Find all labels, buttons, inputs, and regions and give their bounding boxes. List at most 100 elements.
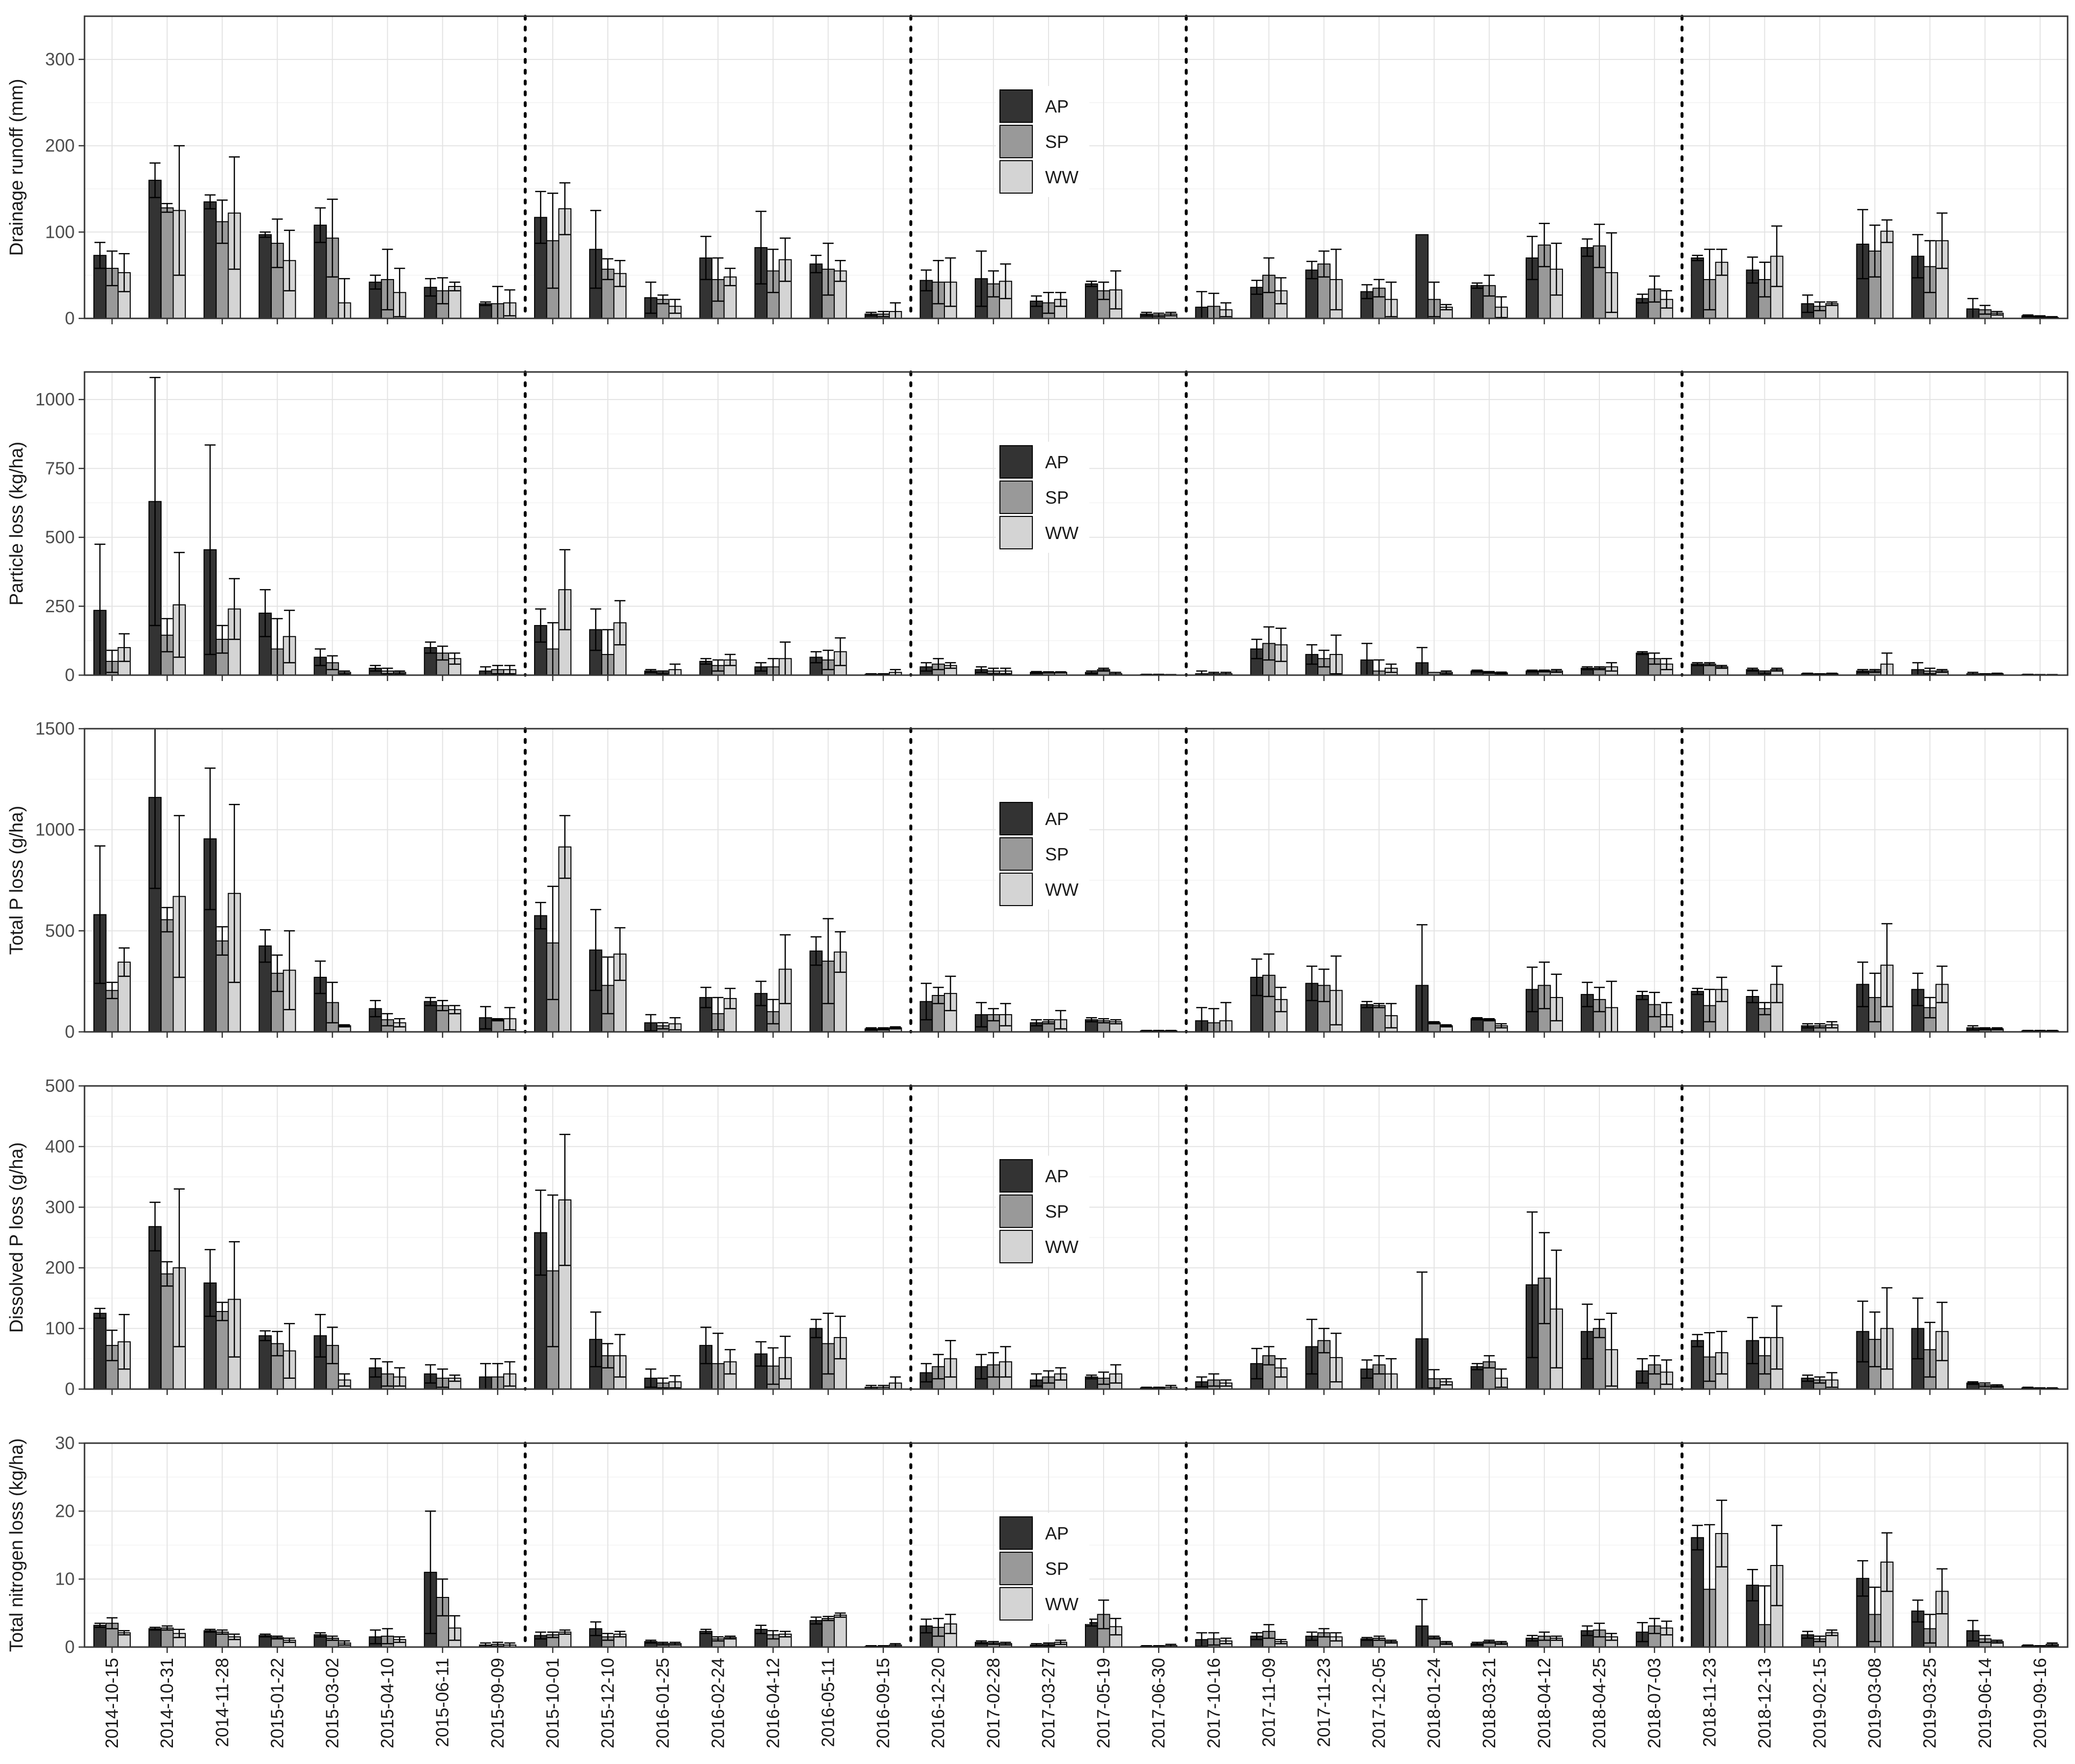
- x-tick-label: 2019-03-25: [1920, 1658, 1940, 1748]
- bar-ap-2018-11-23: [1691, 991, 1704, 1032]
- x-tick-label: 2018-07-03: [1644, 1658, 1664, 1748]
- bar-ap-2018-07-03: [1636, 995, 1649, 1032]
- bar-sp-2014-10-31: [160, 207, 174, 319]
- y-tick-label: 0: [65, 665, 75, 685]
- bar-ww-2015-06-11: [448, 285, 461, 319]
- legend-key-sp: [999, 837, 1033, 871]
- x-tick-label: 2018-04-25: [1589, 1658, 1609, 1748]
- y-tick-label: 500: [45, 1076, 75, 1096]
- panel-4: 0 100 200 300 400 500 Dissolved P loss (g/ha) A…: [6, 1076, 2069, 1399]
- y-tick-label: 1000: [35, 820, 75, 840]
- bar-ap-2014-10-31: [148, 1628, 162, 1648]
- y-tick-label: 500: [45, 527, 75, 547]
- y-axis-label: Total P loss (g/ha): [6, 806, 27, 955]
- x-tick-label: 2018-01-24: [1424, 1658, 1444, 1748]
- bar-ap-2018-07-03: [1636, 653, 1649, 676]
- legend-label-ap: AP: [1045, 452, 1069, 472]
- y-tick-label: 0: [65, 1637, 75, 1657]
- bar-sp-2015-06-11: [436, 290, 450, 319]
- x-tick-label: 2019-06-14: [1975, 1658, 1995, 1748]
- legend-label-ww: WW: [1045, 167, 1079, 187]
- legend-label-ap: AP: [1045, 1166, 1069, 1186]
- bar-ww-2015-10-01: [558, 1199, 571, 1390]
- x-tick-label: 2015-09-09: [487, 1658, 508, 1748]
- legend-key-sp: [999, 125, 1033, 158]
- legend-key-ap: [999, 1159, 1033, 1193]
- bar-ww-2019-03-08: [1880, 230, 1894, 319]
- legend-key-ap: [999, 1516, 1033, 1550]
- bar-ap-2018-11-23: [1691, 1537, 1704, 1648]
- y-tick-label: 1500: [35, 718, 75, 739]
- bar-ap-2014-10-15: [93, 1312, 107, 1390]
- legend-key-sp: [999, 481, 1033, 514]
- legend-label-ap: AP: [1045, 96, 1069, 116]
- x-tick-label: 2017-06-30: [1148, 1658, 1168, 1748]
- y-axis-label: Particle loss (kg/ha): [6, 442, 27, 606]
- panel-3: 0 500 1000 1500 Total P loss (g/ha) AP SP WW: [6, 718, 2069, 1042]
- bar-ap-2015-01-22: [258, 234, 272, 319]
- legend-label-ww: WW: [1045, 523, 1079, 543]
- x-tick-label: 2015-03-02: [322, 1658, 342, 1748]
- x-tick-label: 2017-11-23: [1314, 1658, 1334, 1747]
- x-tick-label: 2018-04-12: [1534, 1658, 1554, 1748]
- x-tick-label: 2018-03-21: [1479, 1658, 1499, 1748]
- legend-key-sp: [999, 1195, 1033, 1228]
- bar-ap-2015-10-01: [534, 915, 547, 1032]
- legend-key-ww: [999, 160, 1033, 194]
- x-tick-label: 2017-12-05: [1369, 1658, 1389, 1748]
- legend: AP SP WW: [996, 1156, 1089, 1267]
- y-tick-label: 0: [65, 1022, 75, 1042]
- bar-ap-2017-05-19: [1085, 283, 1098, 319]
- bar-sp-2017-12-05: [1372, 1005, 1386, 1032]
- y-tick-label: 0: [65, 1379, 75, 1399]
- bar-sp-2014-11-28: [215, 1311, 229, 1390]
- x-tick-label: 2017-11-09: [1258, 1658, 1279, 1747]
- x-tick-label: 2019-03-08: [1865, 1658, 1885, 1748]
- legend: AP SP WW: [996, 442, 1089, 553]
- legend-key-ap: [999, 802, 1033, 835]
- bar-sp-2014-10-31: [160, 919, 174, 1032]
- bar-ww-2016-05-11: [833, 1614, 847, 1648]
- x-tick-label: 2015-06-11: [432, 1658, 453, 1747]
- bar-ap-2017-12-05: [1360, 1004, 1374, 1032]
- legend-label-ww: WW: [1045, 880, 1079, 900]
- legend-label-sp: SP: [1045, 1559, 1069, 1579]
- panel-2: 0 250 500 750 1000 Particle loss (kg/ha) AP SP W…: [6, 370, 2069, 685]
- legend-label-sp: SP: [1045, 844, 1069, 864]
- y-tick-label: 750: [45, 458, 75, 478]
- y-axis-label: Dissolved P loss (g/ha): [6, 1142, 27, 1333]
- panel-border: [84, 728, 2069, 1033]
- bar-sp-2016-05-11: [822, 1618, 835, 1648]
- y-tick-label: 200: [45, 1257, 75, 1278]
- y-tick-label: 100: [45, 1318, 75, 1338]
- x-tick-label: 2017-10-16: [1203, 1658, 1223, 1748]
- legend-key-ap: [999, 89, 1033, 123]
- legend-label-ap: AP: [1045, 809, 1069, 829]
- x-tick-label: 2018-12-13: [1754, 1658, 1774, 1748]
- y-tick-label: 20: [55, 1501, 75, 1521]
- bar-ap-2018-01-24: [1415, 234, 1429, 319]
- x-tick-label: 2016-12-20: [928, 1658, 948, 1748]
- x-tick-label: 2016-05-11: [818, 1658, 838, 1747]
- legend: AP SP WW: [996, 86, 1089, 197]
- panel-1: 0 100 200 300 Drainage runoff (mm) AP SP WW: [6, 15, 2069, 328]
- x-tick-label: 2014-10-31: [157, 1658, 177, 1748]
- bar-ap-2014-11-28: [203, 201, 217, 319]
- bar-sp-2014-10-31: [160, 1627, 174, 1648]
- x-tick-label: 2016-04-12: [763, 1658, 783, 1748]
- panel-border: [84, 1442, 2069, 1648]
- bar-sp-2014-10-31: [160, 1273, 174, 1390]
- bar-sp-2018-03-21: [1482, 1019, 1496, 1033]
- x-tick-label: 2017-03-27: [1038, 1658, 1058, 1748]
- y-axis-label: Drainage runoff (mm): [6, 79, 27, 256]
- x-tick-label: 2014-11-28: [212, 1658, 232, 1747]
- y-tick-label: 0: [65, 308, 75, 328]
- x-tick-label: 2015-04-10: [377, 1658, 398, 1748]
- bar-ap-2015-01-22: [258, 1335, 272, 1390]
- bar-ap-2018-03-21: [1470, 1366, 1484, 1390]
- x-tick-label: 2015-01-22: [267, 1658, 287, 1748]
- legend-key-ww: [999, 1230, 1033, 1263]
- bar-ww-2016-05-11: [833, 951, 847, 1032]
- bar-ap-2018-11-23: [1691, 1340, 1704, 1390]
- y-tick-label: 300: [45, 49, 75, 69]
